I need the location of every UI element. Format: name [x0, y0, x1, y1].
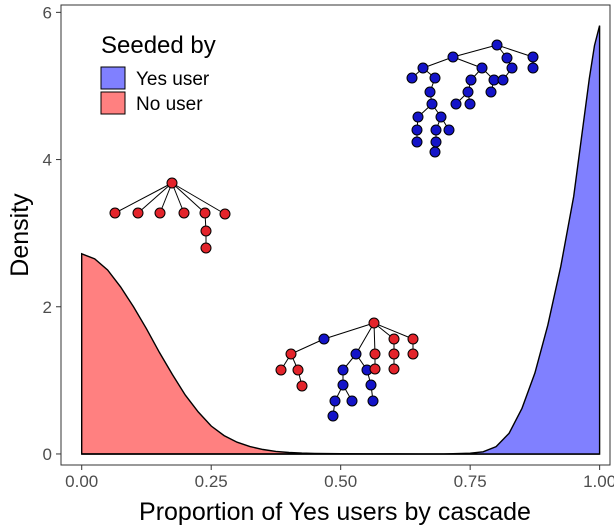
tree-node — [426, 98, 438, 110]
x-tick-label: 0.75 — [454, 472, 487, 491]
no-user-cascade-tree — [109, 177, 231, 254]
tree-node — [388, 363, 400, 375]
tree-edge — [323, 322, 375, 340]
tree-node — [365, 379, 377, 391]
tree-node — [369, 348, 381, 360]
tree-node — [178, 207, 190, 219]
tree-node — [506, 62, 518, 74]
tree-node — [154, 207, 166, 219]
tree-node — [411, 124, 423, 136]
density-areas — [81, 25, 601, 455]
tree-node — [491, 39, 503, 51]
tree-edge — [290, 338, 325, 355]
y-tick-label: 2 — [43, 298, 52, 317]
legend-label-no-user: No user — [136, 94, 203, 115]
tree-node — [447, 51, 459, 63]
tree-node — [476, 62, 488, 74]
density-area-yes-user — [81, 25, 601, 455]
legend: Seeded by Yes user No user — [100, 32, 216, 115]
tree-node — [292, 364, 304, 376]
mixed-cascade-tree — [275, 317, 419, 422]
tree-node — [424, 86, 436, 98]
tree-node — [465, 74, 477, 86]
y-tick-label: 6 — [43, 3, 52, 22]
tree-edge — [496, 44, 534, 58]
tree-node — [501, 52, 513, 64]
tree-node — [275, 364, 287, 376]
tree-node — [388, 348, 400, 360]
tree-node — [109, 207, 121, 219]
y-tick-label: 4 — [43, 151, 52, 170]
tree-node — [296, 380, 308, 392]
tree-node — [337, 379, 349, 391]
tree-node — [464, 98, 476, 110]
tree-node — [443, 124, 455, 136]
tree-node — [327, 410, 339, 422]
tree-node — [430, 136, 442, 148]
tree-node — [407, 348, 419, 360]
tree-node — [200, 242, 212, 254]
yes-user-cascade-tree — [406, 39, 539, 158]
tree-node — [462, 86, 474, 98]
tree-edge — [355, 322, 375, 355]
tree-node — [429, 72, 441, 84]
y-axis-title: Density — [6, 193, 34, 277]
x-tick-label: 0.25 — [195, 472, 228, 491]
tree-edge — [114, 182, 173, 214]
tree-node — [485, 86, 497, 98]
tree-node — [412, 111, 424, 123]
tree-node — [166, 177, 178, 189]
tree-node — [497, 74, 509, 86]
tree-edge — [137, 182, 173, 214]
tree-node — [219, 208, 231, 220]
tree-edge — [452, 44, 498, 58]
tree-node — [199, 207, 211, 219]
tree-edge — [171, 182, 226, 215]
tree-node — [411, 136, 423, 148]
tree-node — [285, 348, 297, 360]
tree-node — [407, 333, 419, 345]
tree-node — [435, 111, 447, 123]
tree-edge — [373, 322, 414, 340]
tree-node — [527, 62, 539, 74]
tree-node — [200, 225, 212, 237]
tree-node — [318, 333, 330, 345]
tree-node — [346, 395, 358, 407]
x-tick-label: 0.50 — [324, 472, 357, 491]
tree-node — [430, 124, 442, 136]
tree-node — [337, 364, 349, 376]
cascade-tree-illustrations — [109, 39, 539, 422]
legend-key-no-user — [100, 91, 126, 115]
tree-node — [367, 395, 379, 407]
axes: 0.00 0.25 0.50 0.75 1.00 0 2 4 6 — [43, 3, 614, 491]
tree-node — [450, 98, 462, 110]
tree-node — [132, 207, 144, 219]
x-axis-title: Proportion of Yes users by cascade — [139, 498, 531, 526]
tree-node — [368, 317, 380, 329]
legend-label-yes-user: Yes user — [136, 69, 210, 90]
panel-border — [60, 4, 611, 466]
tree-node — [369, 363, 381, 375]
legend-key-yes-user — [100, 66, 126, 90]
legend-title: Seeded by — [101, 32, 216, 59]
tree-edge — [171, 182, 206, 214]
x-tick-label: 0.00 — [65, 472, 98, 491]
tree-node — [429, 146, 441, 158]
tree-node — [406, 72, 418, 84]
tree-node — [417, 62, 429, 74]
tree-node — [527, 51, 539, 63]
tree-node — [388, 333, 400, 345]
y-tick-label: 0 — [43, 445, 52, 464]
tree-node — [350, 348, 362, 360]
x-tick-label: 1.00 — [583, 472, 614, 491]
tree-node — [329, 395, 341, 407]
